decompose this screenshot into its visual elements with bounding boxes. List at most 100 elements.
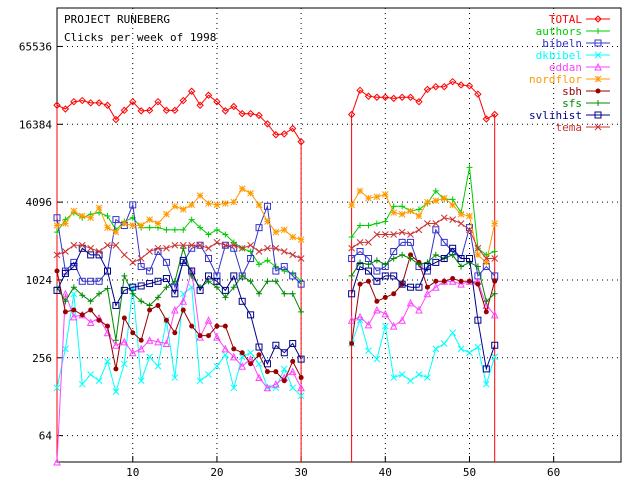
data-point	[365, 194, 372, 202]
data-point	[255, 224, 263, 232]
data-point	[407, 207, 414, 215]
data-point	[238, 362, 247, 370]
data-point	[104, 267, 112, 275]
data-point	[594, 123, 602, 131]
data-point	[95, 99, 103, 107]
data-point	[196, 241, 204, 249]
data-point	[491, 248, 498, 255]
data-point	[162, 339, 171, 348]
series-layer	[53, 77, 499, 466]
data-point	[180, 307, 186, 313]
data-point	[247, 255, 255, 263]
data-point	[595, 100, 601, 106]
data-point	[465, 82, 474, 90]
data-point	[423, 267, 431, 275]
data-point	[347, 316, 356, 324]
series-svlihist	[53, 244, 499, 373]
data-point	[280, 349, 288, 357]
data-point	[483, 309, 489, 315]
data-point	[53, 214, 61, 222]
data-point	[213, 239, 221, 246]
data-point	[458, 278, 464, 284]
data-point	[78, 212, 86, 220]
data-point	[264, 257, 271, 264]
data-point	[594, 62, 602, 71]
data-point	[594, 15, 602, 23]
x-tick-label: 50	[463, 466, 476, 479]
data-point	[146, 267, 154, 275]
data-point	[137, 282, 145, 290]
data-point	[272, 267, 280, 275]
data-point	[594, 51, 602, 59]
data-point	[364, 320, 373, 329]
data-point	[280, 226, 288, 234]
data-point	[381, 322, 389, 330]
data-point	[146, 224, 153, 231]
data-point	[263, 120, 272, 128]
data-point	[205, 231, 212, 238]
data-point	[137, 255, 145, 262]
data-point	[87, 371, 95, 378]
data-point	[222, 241, 229, 249]
series-line	[56, 202, 302, 289]
data-point	[163, 284, 170, 291]
data-point	[171, 374, 179, 381]
data-point	[415, 261, 422, 268]
data-point	[365, 222, 372, 229]
data-point	[381, 309, 390, 318]
legend-label: sbh	[562, 85, 582, 98]
data-point	[145, 106, 154, 115]
data-point	[415, 226, 423, 234]
data-point	[482, 259, 490, 266]
series-line	[351, 227, 496, 277]
data-point	[431, 283, 440, 291]
legend-label: eddan	[549, 61, 582, 74]
data-point	[222, 200, 229, 207]
chart-subtitle: Clicks per week of 1998	[64, 31, 216, 44]
data-point	[78, 380, 86, 388]
data-point	[264, 218, 271, 225]
data-point	[297, 236, 305, 243]
data-point	[297, 138, 305, 146]
y-tick-label: 16384	[19, 118, 52, 131]
data-point	[221, 286, 229, 294]
data-point	[247, 189, 254, 197]
data-point	[204, 316, 213, 324]
data-point	[113, 366, 119, 372]
series-nordflor	[53, 185, 499, 266]
data-point	[206, 333, 212, 339]
data-point	[466, 349, 473, 357]
data-point	[70, 207, 78, 215]
data-point	[213, 277, 221, 285]
data-point	[120, 251, 128, 259]
data-point	[205, 255, 213, 263]
data-point	[273, 369, 279, 375]
data-point	[53, 384, 61, 392]
data-point	[449, 244, 457, 252]
data-point	[104, 241, 111, 249]
data-point	[196, 377, 204, 385]
data-point	[129, 290, 136, 297]
data-point	[197, 333, 203, 339]
data-point	[205, 200, 212, 207]
data-point	[180, 245, 187, 252]
data-point	[364, 92, 373, 100]
data-point	[415, 97, 423, 106]
data-point	[255, 201, 263, 209]
data-point	[112, 341, 120, 349]
data-point	[432, 258, 440, 266]
series-line	[351, 253, 496, 344]
data-point	[171, 305, 179, 314]
data-point	[356, 86, 364, 95]
data-point	[348, 201, 355, 209]
data-point	[138, 337, 144, 343]
data-point	[415, 371, 423, 378]
data-point	[70, 284, 77, 291]
data-point	[449, 201, 456, 209]
series-total	[53, 77, 499, 462]
data-point	[272, 228, 280, 236]
data-point	[256, 352, 262, 358]
data-point	[147, 307, 153, 313]
data-point	[272, 380, 280, 388]
data-point	[288, 367, 297, 376]
